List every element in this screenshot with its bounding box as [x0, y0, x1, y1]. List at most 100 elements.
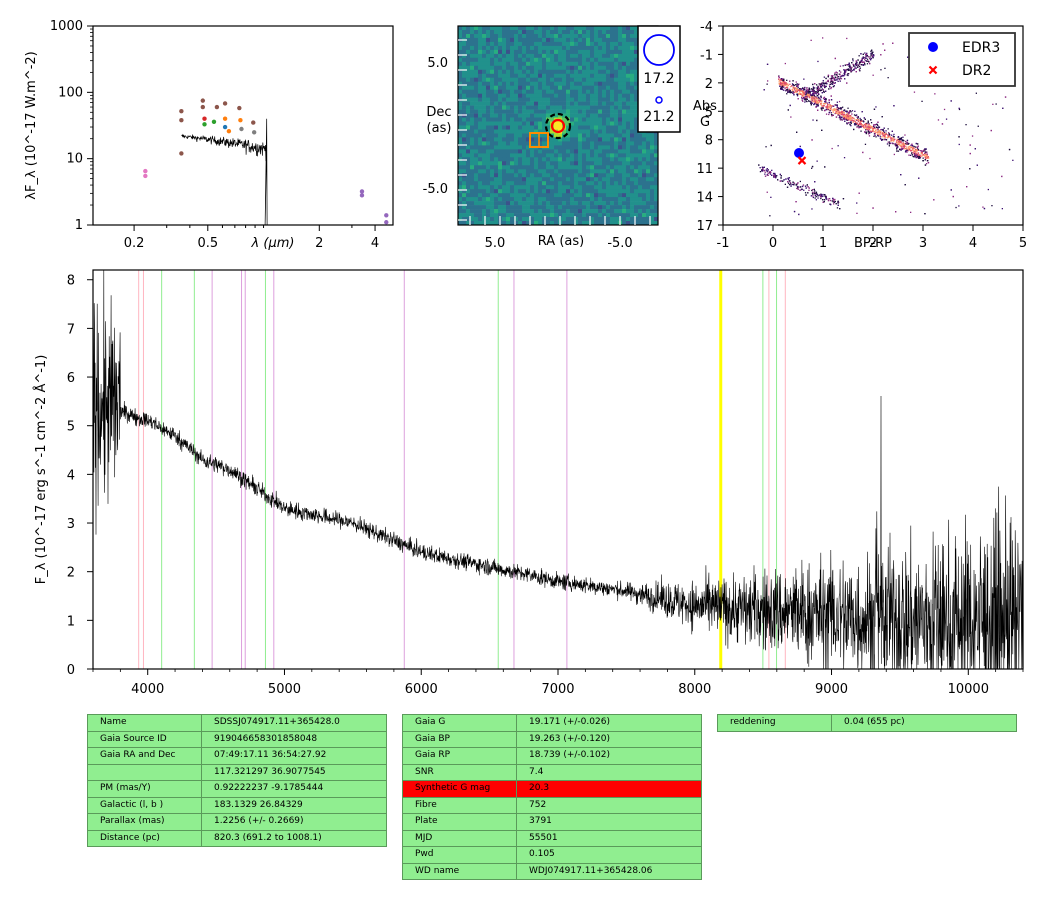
- sky-pixel: [490, 81, 495, 86]
- sky-pixel: [590, 189, 595, 194]
- hrd-density-point: [806, 88, 808, 90]
- sky-pixel: [466, 177, 471, 182]
- hrd-density-point: [905, 143, 908, 146]
- hrd-density-point: [872, 207, 874, 209]
- hrd-density-point: [905, 147, 907, 150]
- hrd-density-point: [813, 92, 815, 95]
- sky-pixel: [510, 77, 515, 82]
- sky-pixel: [470, 125, 475, 130]
- sky-pixel: [526, 181, 531, 186]
- sky-pixel: [566, 133, 571, 138]
- hrd-density-point: [811, 167, 813, 169]
- hrd-density-point: [899, 140, 901, 142]
- sky-pixel: [578, 153, 583, 158]
- sky-pixel: [458, 145, 463, 150]
- hrd-density-point: [808, 96, 810, 98]
- hrd-density-point: [782, 83, 784, 85]
- sky-pixel: [610, 161, 615, 166]
- hrd-density-point: [969, 144, 971, 146]
- sky-pixel: [534, 189, 539, 194]
- hrd-density-point: [781, 180, 783, 182]
- hrd-density-point: [870, 122, 873, 124]
- hrd-density-point: [810, 94, 812, 96]
- sky-pixel: [474, 129, 479, 134]
- hrd-density-point: [786, 89, 789, 92]
- hrd-density-point: [856, 122, 858, 124]
- hrd-density-point: [907, 56, 909, 58]
- sky-pixel: [506, 30, 511, 35]
- hrd-density-point: [919, 157, 921, 159]
- hrd-density-point: [847, 115, 849, 117]
- sky-pixel: [458, 73, 463, 79]
- hrd-density-point: [906, 148, 908, 151]
- hrd-density-point: [924, 154, 927, 156]
- sky-pixel: [482, 65, 487, 71]
- sky-pixel: [634, 213, 639, 218]
- hrd-density-point: [857, 59, 859, 61]
- hrd-density-point: [904, 151, 907, 153]
- sky-pixel: [590, 61, 595, 67]
- hrd-density-point: [915, 156, 917, 159]
- sky-pixel: [550, 89, 555, 94]
- hrd-density-point: [776, 175, 778, 177]
- sky-pixel: [646, 177, 651, 182]
- hrd-density-point: [870, 57, 872, 60]
- sky-pixel: [466, 97, 471, 102]
- hrd-density-point: [802, 184, 805, 186]
- hrd-density-point: [788, 90, 791, 92]
- sky-pixel: [610, 26, 615, 31]
- sky-pixel: [462, 185, 467, 190]
- hrd-density-point: [811, 90, 814, 92]
- sky-pixel: [458, 49, 463, 55]
- sky-pixel: [478, 177, 483, 182]
- sky-pixel: [474, 205, 479, 210]
- hrd-density-point: [792, 91, 794, 93]
- sky-pixel: [570, 97, 575, 102]
- sky-pixel: [502, 65, 507, 71]
- sky-pixel: [466, 161, 471, 166]
- sky-pixel: [606, 89, 611, 94]
- sky-pixel: [622, 57, 627, 63]
- sky-pixel: [650, 157, 655, 162]
- sky-pixel: [638, 153, 643, 158]
- hrd-density-point: [817, 91, 819, 93]
- sky-pixel: [574, 173, 579, 178]
- sky-pixel: [626, 149, 631, 154]
- sky-pixel: [562, 69, 567, 75]
- hrd-density-point: [975, 92, 977, 94]
- sky-pixel: [594, 213, 599, 218]
- sky-pixel: [538, 205, 543, 210]
- sky-pixel: [542, 45, 547, 51]
- hrd-density-point: [885, 130, 887, 132]
- sky-pixel: [486, 149, 491, 154]
- sky-pixel: [526, 81, 531, 86]
- sky-pixel: [486, 105, 491, 110]
- hrd-density-point: [872, 129, 874, 131]
- hrd-density-point: [854, 66, 856, 68]
- sky-pixel: [466, 101, 471, 106]
- hrd-density-point: [815, 191, 818, 193]
- sky-pixel: [478, 77, 483, 82]
- hrd-density-point: [810, 195, 813, 197]
- sky-pixel: [490, 89, 495, 94]
- hrd-density-point: [837, 202, 839, 204]
- sky-pixel: [594, 209, 599, 214]
- hrd-density-point: [804, 88, 806, 91]
- sky-pixel: [586, 125, 591, 130]
- sky-pixel: [550, 153, 555, 158]
- hrd-density-point: [888, 132, 890, 134]
- sky-pixel: [478, 213, 483, 218]
- hrd-density-point: [827, 108, 829, 111]
- sky-pixel: [618, 133, 623, 138]
- hrd-density-point: [850, 122, 852, 125]
- sky-pixel: [466, 201, 471, 206]
- sky-pixel: [570, 201, 575, 206]
- sky-pixel: [594, 30, 599, 35]
- sky-pixel: [470, 213, 475, 218]
- sky-pixel: [622, 81, 627, 86]
- sky-pixel: [590, 181, 595, 186]
- sky-pixel: [578, 149, 583, 154]
- sky-pixel: [590, 197, 595, 202]
- hrd-density-point: [882, 138, 884, 141]
- sky-pixel: [630, 77, 635, 82]
